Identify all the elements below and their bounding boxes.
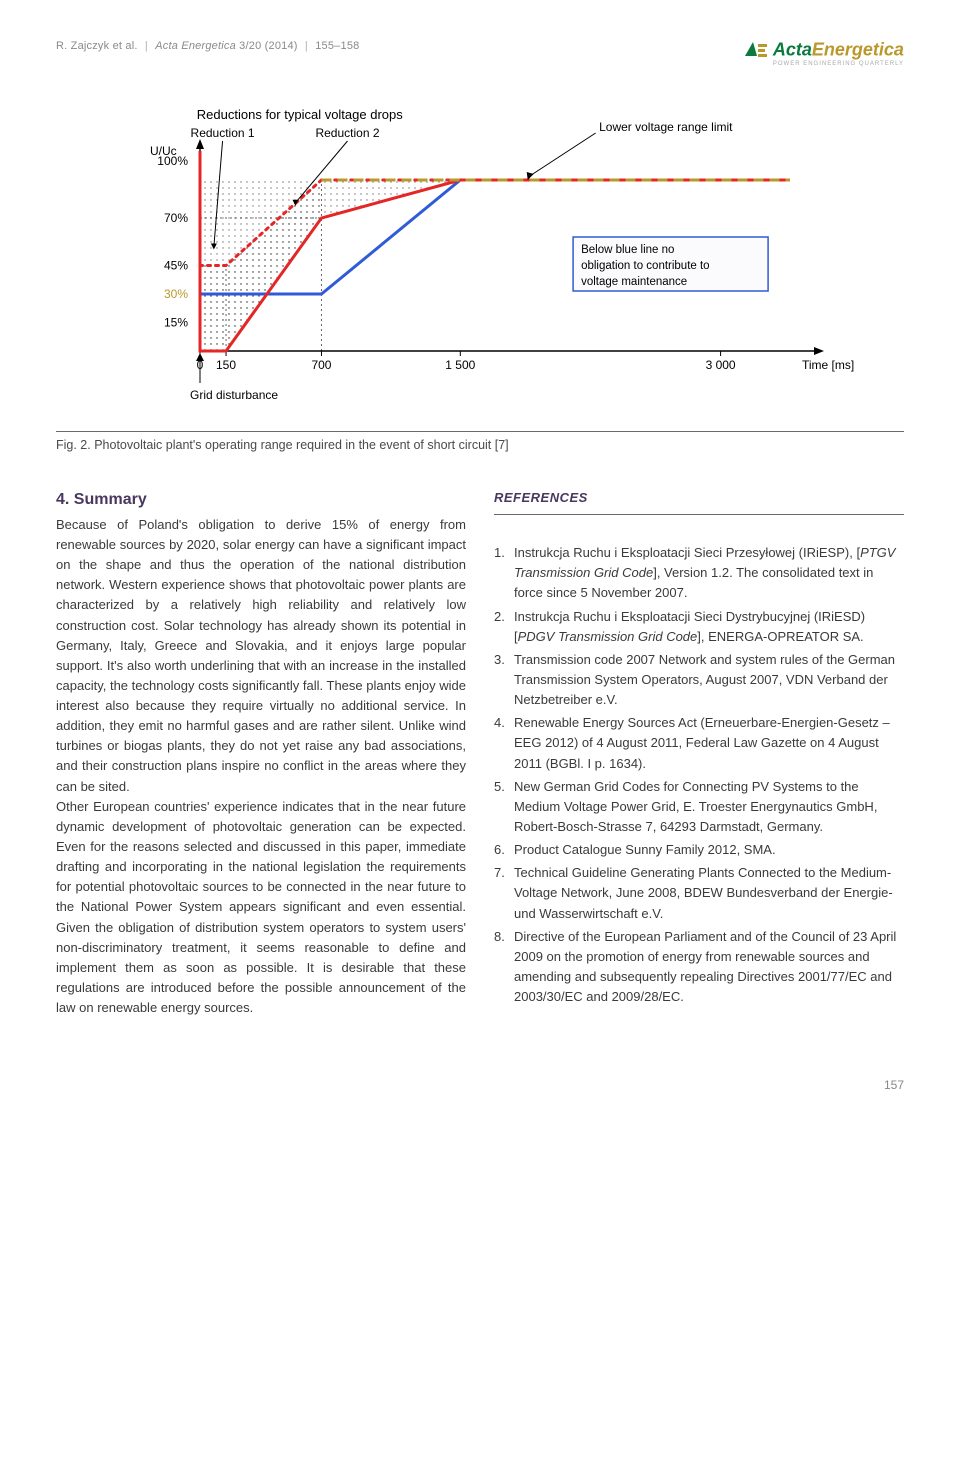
svg-text:150: 150 [216, 358, 236, 372]
journal-name: Acta Energetica [155, 40, 236, 52]
page-number: 157 [56, 1078, 904, 1092]
svg-text:U/Uc: U/Uc [150, 144, 177, 158]
reference-item: Technical Guideline Generating Plants Co… [494, 863, 904, 923]
separator: | [305, 40, 308, 52]
journal-logo: ActaEnergetica POWER ENGINEERING QUARTER… [743, 40, 904, 67]
svg-text:700: 700 [311, 358, 331, 372]
svg-text:Lower voltage range limit: Lower voltage range limit [599, 120, 733, 134]
running-head: R. Zajczyk et al. | Acta Energetica 3/20… [56, 40, 359, 52]
summary-para-1: Because of Poland's obligation to derive… [56, 515, 466, 797]
logo-mark [743, 40, 769, 61]
col-right: REFERENCES Instrukcja Ruchu i Eksploatac… [494, 488, 904, 1018]
reference-item: New German Grid Codes for Connecting PV … [494, 777, 904, 837]
figure-2-caption: Fig. 2. Photovoltaic plant's operating r… [56, 438, 904, 452]
reference-item: Product Catalogue Sunny Family 2012, SMA… [494, 840, 904, 860]
reference-item: Instrukcja Ruchu i Eksploatacji Sieci Dy… [494, 607, 904, 647]
body-columns: 4. Summary Because of Poland's obligatio… [56, 488, 904, 1018]
figure-2: 100%70%45%30%15%01507001 5003 000Reducti… [56, 91, 904, 421]
reference-item: Renewable Energy Sources Act (Erneuerbar… [494, 713, 904, 773]
reference-item: Instrukcja Ruchu i Eksploatacji Sieci Pr… [494, 543, 904, 603]
svg-text:15%: 15% [164, 316, 188, 330]
summary-para-2: Other European countries' experience ind… [56, 797, 466, 1019]
svg-text:Reductions for typical voltage: Reductions for typical voltage drops [197, 107, 403, 122]
figure-rule [56, 431, 904, 432]
svg-text:45%: 45% [164, 259, 188, 273]
col-left: 4. Summary Because of Poland's obligatio… [56, 488, 466, 1018]
svg-text:voltage maintenance: voltage maintenance [581, 276, 687, 288]
svg-text:Reduction 2: Reduction 2 [315, 126, 379, 140]
summary-heading: 4. Summary [56, 488, 466, 513]
figure-2-svg: 100%70%45%30%15%01507001 5003 000Reducti… [90, 91, 870, 421]
svg-text:Grid disturbance: Grid disturbance [190, 388, 278, 402]
svg-text:30%: 30% [164, 287, 188, 301]
svg-text:3 000: 3 000 [706, 358, 736, 372]
references-rule [494, 514, 904, 515]
logo-subtitle: POWER ENGINEERING QUARTERLY [743, 61, 904, 67]
svg-text:Time [ms]: Time [ms] [802, 358, 854, 372]
references-list: Instrukcja Ruchu i Eksploatacji Sieci Pr… [494, 543, 904, 1007]
logo-energetica: Energetica [812, 39, 904, 59]
reference-item: Directive of the European Parliament and… [494, 927, 904, 1008]
svg-text:1 500: 1 500 [445, 358, 475, 372]
references-heading: REFERENCES [494, 488, 904, 508]
separator: | [145, 40, 148, 52]
page-range: 155–158 [315, 40, 359, 52]
reference-item: Transmission code 2007 Network and syste… [494, 650, 904, 710]
svg-text:Reduction 1: Reduction 1 [191, 126, 255, 140]
logo-acta: Acta [773, 39, 812, 59]
authors: R. Zajczyk et al. [56, 40, 138, 52]
svg-text:Below blue line no: Below blue line no [581, 244, 674, 256]
svg-text:70%: 70% [164, 211, 188, 225]
issue: 3/20 (2014) [239, 40, 297, 52]
svg-text:obligation to contribute to: obligation to contribute to [581, 260, 710, 272]
page-header: R. Zajczyk et al. | Acta Energetica 3/20… [56, 40, 904, 67]
